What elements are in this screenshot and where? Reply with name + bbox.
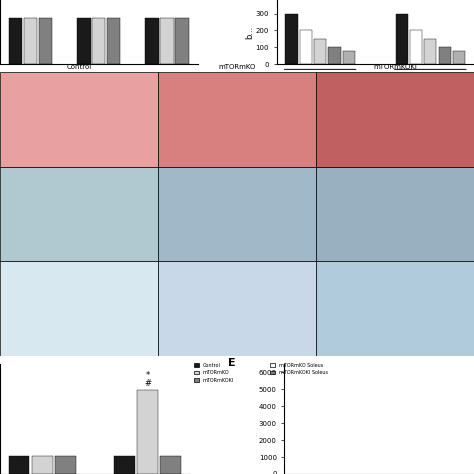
FancyBboxPatch shape — [158, 72, 316, 167]
Bar — [137, 390, 158, 474]
Legend: Control, mTORmKO, mTORmKOKI: Control, mTORmKO, mTORmKOKI — [192, 361, 236, 384]
Bar — [300, 30, 312, 64]
FancyBboxPatch shape — [158, 167, 316, 262]
Bar — [453, 51, 465, 64]
Bar — [396, 14, 408, 64]
FancyBboxPatch shape — [0, 167, 158, 262]
Text: Control: Control — [66, 64, 91, 70]
Bar — [314, 39, 326, 64]
Bar — [410, 30, 422, 64]
FancyBboxPatch shape — [0, 72, 158, 167]
Bar — [160, 18, 173, 64]
Bar — [114, 456, 135, 474]
Text: E: E — [228, 358, 235, 368]
Bar — [438, 47, 451, 64]
Bar — [24, 18, 37, 64]
Bar — [160, 456, 181, 474]
Bar — [328, 47, 341, 64]
Text: #: # — [144, 379, 151, 388]
FancyBboxPatch shape — [158, 262, 316, 356]
Bar — [424, 39, 437, 64]
Bar — [343, 51, 355, 64]
FancyBboxPatch shape — [316, 167, 474, 262]
Bar — [39, 18, 53, 64]
Legend: mTORmKO Soleus, mTORmKOKI Soleus: mTORmKO Soleus, mTORmKOKI Soleus — [268, 361, 329, 377]
Bar — [77, 18, 91, 64]
FancyBboxPatch shape — [0, 262, 158, 356]
Bar — [55, 456, 76, 474]
Text: mTORmKOKI: mTORmKOKI — [373, 64, 417, 70]
Bar — [175, 18, 189, 64]
Bar — [107, 18, 120, 64]
Bar — [9, 456, 29, 474]
FancyBboxPatch shape — [316, 262, 474, 356]
Bar — [285, 14, 298, 64]
Text: *: * — [146, 372, 149, 381]
Bar — [92, 18, 106, 64]
Bar — [145, 18, 159, 64]
Bar — [9, 18, 22, 64]
Text: mTORmKO: mTORmKO — [219, 64, 255, 70]
Y-axis label: b...: b... — [245, 26, 254, 39]
FancyBboxPatch shape — [316, 72, 474, 167]
Bar — [32, 456, 53, 474]
